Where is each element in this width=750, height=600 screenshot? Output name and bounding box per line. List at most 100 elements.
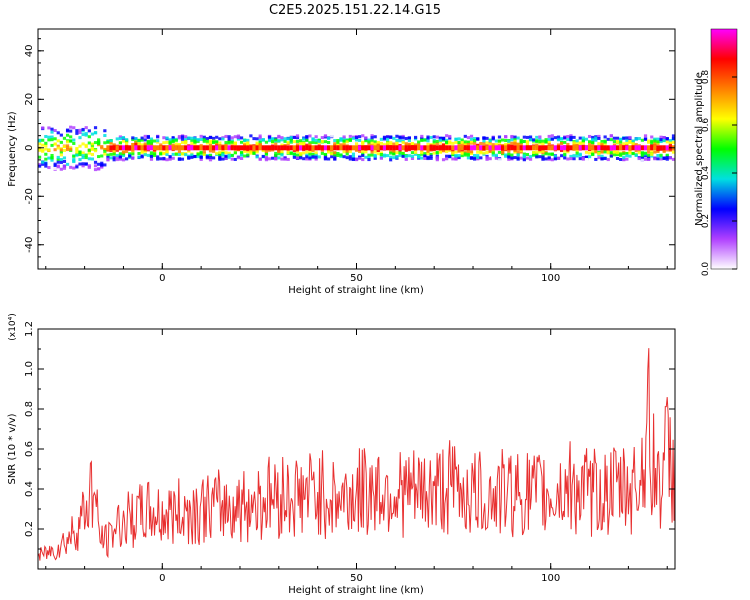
snr-xlabel: Height of straight line (km) (288, 585, 424, 596)
heatmap-cell (513, 135, 517, 139)
heatmap-cell (41, 148, 45, 152)
heatmap-cell (379, 156, 384, 160)
heatmap-cell (271, 156, 275, 160)
heatmap-cell (609, 145, 613, 151)
y-tick-label: 0.4 (24, 481, 35, 497)
heatmap-cell (407, 145, 411, 151)
heatmap-cell (538, 138, 542, 142)
heatmap-cell (460, 154, 464, 158)
heatmap-cell (354, 145, 359, 151)
heatmap-cell (473, 145, 477, 151)
heatmap-cell (466, 136, 471, 140)
heatmap-cell (283, 145, 287, 151)
heatmap-cell (326, 145, 331, 151)
heatmap-cell (354, 148, 359, 152)
heatmap-cell (208, 145, 213, 151)
heatmap-cell (87, 141, 91, 145)
heatmap-cell (634, 149, 638, 153)
y-tick-label: 0.6 (24, 441, 35, 457)
heatmap-cell (504, 145, 508, 151)
heatmap-cell (479, 145, 483, 151)
heatmap-cell (302, 157, 306, 161)
heatmap-cell (659, 145, 663, 151)
heatmap-cell (373, 135, 377, 139)
heatmap-cell (320, 140, 324, 144)
heatmap-cell (252, 145, 256, 151)
heatmap-cell (606, 145, 610, 151)
heatmap-cell (522, 145, 526, 151)
colorbar-tick-label: 0.4 (701, 166, 711, 181)
heatmap-cell (469, 156, 474, 160)
heatmap-cell (392, 136, 396, 140)
heatmap-cell (401, 141, 405, 145)
heatmap-cell (572, 141, 576, 145)
heatmap-cell (547, 134, 551, 138)
heatmap-cell (404, 154, 408, 158)
heatmap-cell (457, 156, 461, 160)
heatmap-cell (295, 150, 300, 154)
heatmap-cell (121, 136, 126, 140)
heatmap-cell (519, 138, 523, 142)
heatmap-cell (143, 138, 147, 142)
heatmap-cell (569, 135, 573, 139)
heatmap-cell (314, 157, 318, 161)
heatmap-cell (476, 145, 480, 151)
heatmap-cell (525, 142, 530, 146)
heatmap-cell (507, 155, 511, 159)
heatmap-cell (491, 151, 495, 155)
heatmap-cell (90, 132, 95, 136)
heatmap-cell (53, 167, 57, 171)
heatmap-cell (417, 155, 421, 159)
heatmap-cell (538, 155, 542, 159)
heatmap-cell (578, 153, 582, 157)
heatmap-cell (376, 143, 380, 147)
heatmap-cell (392, 157, 396, 161)
heatmap-cell (560, 142, 564, 146)
heatmap-cell (75, 148, 79, 152)
heatmap-cell (451, 145, 455, 151)
heatmap-cell (547, 140, 551, 144)
heatmap-cell (379, 145, 384, 151)
heatmap-cell (289, 145, 293, 151)
heatmap-cell (215, 142, 219, 146)
heatmap-cell (665, 153, 669, 157)
heatmap-cell (171, 152, 175, 156)
heatmap-cell (62, 148, 67, 152)
heatmap-cell (56, 165, 60, 169)
x-tick-label: 0 (159, 273, 165, 284)
heatmap-cell (162, 141, 166, 145)
heatmap-cell (615, 136, 620, 140)
heatmap-cell (417, 142, 421, 146)
heatmap-cell (479, 150, 483, 154)
heatmap-cell (118, 135, 122, 139)
heatmap-cell (656, 154, 660, 158)
heatmap-cell (488, 139, 492, 143)
heatmap-cell (81, 133, 85, 137)
heatmap-cell (389, 158, 393, 162)
heatmap-cell (448, 136, 452, 140)
heatmap-cell (367, 140, 371, 144)
heatmap-cell (44, 141, 48, 145)
heatmap-cell (333, 142, 337, 146)
heatmap-cell (44, 164, 48, 168)
heatmap-cell (264, 140, 269, 144)
snr-ylabel: SNR (10 * v/v) (7, 413, 18, 484)
heatmap-cell (333, 151, 337, 155)
heatmap-cell (103, 148, 107, 152)
heatmap-cell (541, 149, 545, 153)
heatmap-cell (650, 135, 654, 139)
heatmap-cell (401, 151, 405, 155)
heatmap-cell (90, 146, 95, 150)
heatmap-cell (550, 134, 554, 138)
heatmap-cell (622, 142, 626, 146)
heatmap-cell (535, 140, 539, 144)
heatmap-cell (395, 142, 399, 146)
heatmap-cell (118, 157, 122, 161)
heatmap-cell (103, 152, 107, 156)
heatmap-cell (494, 139, 498, 143)
heatmap-cell (264, 156, 269, 160)
heatmap-cell (143, 134, 147, 138)
heatmap-cell (134, 145, 138, 151)
heatmap-cell (59, 158, 63, 162)
heatmap-cell (38, 148, 42, 152)
